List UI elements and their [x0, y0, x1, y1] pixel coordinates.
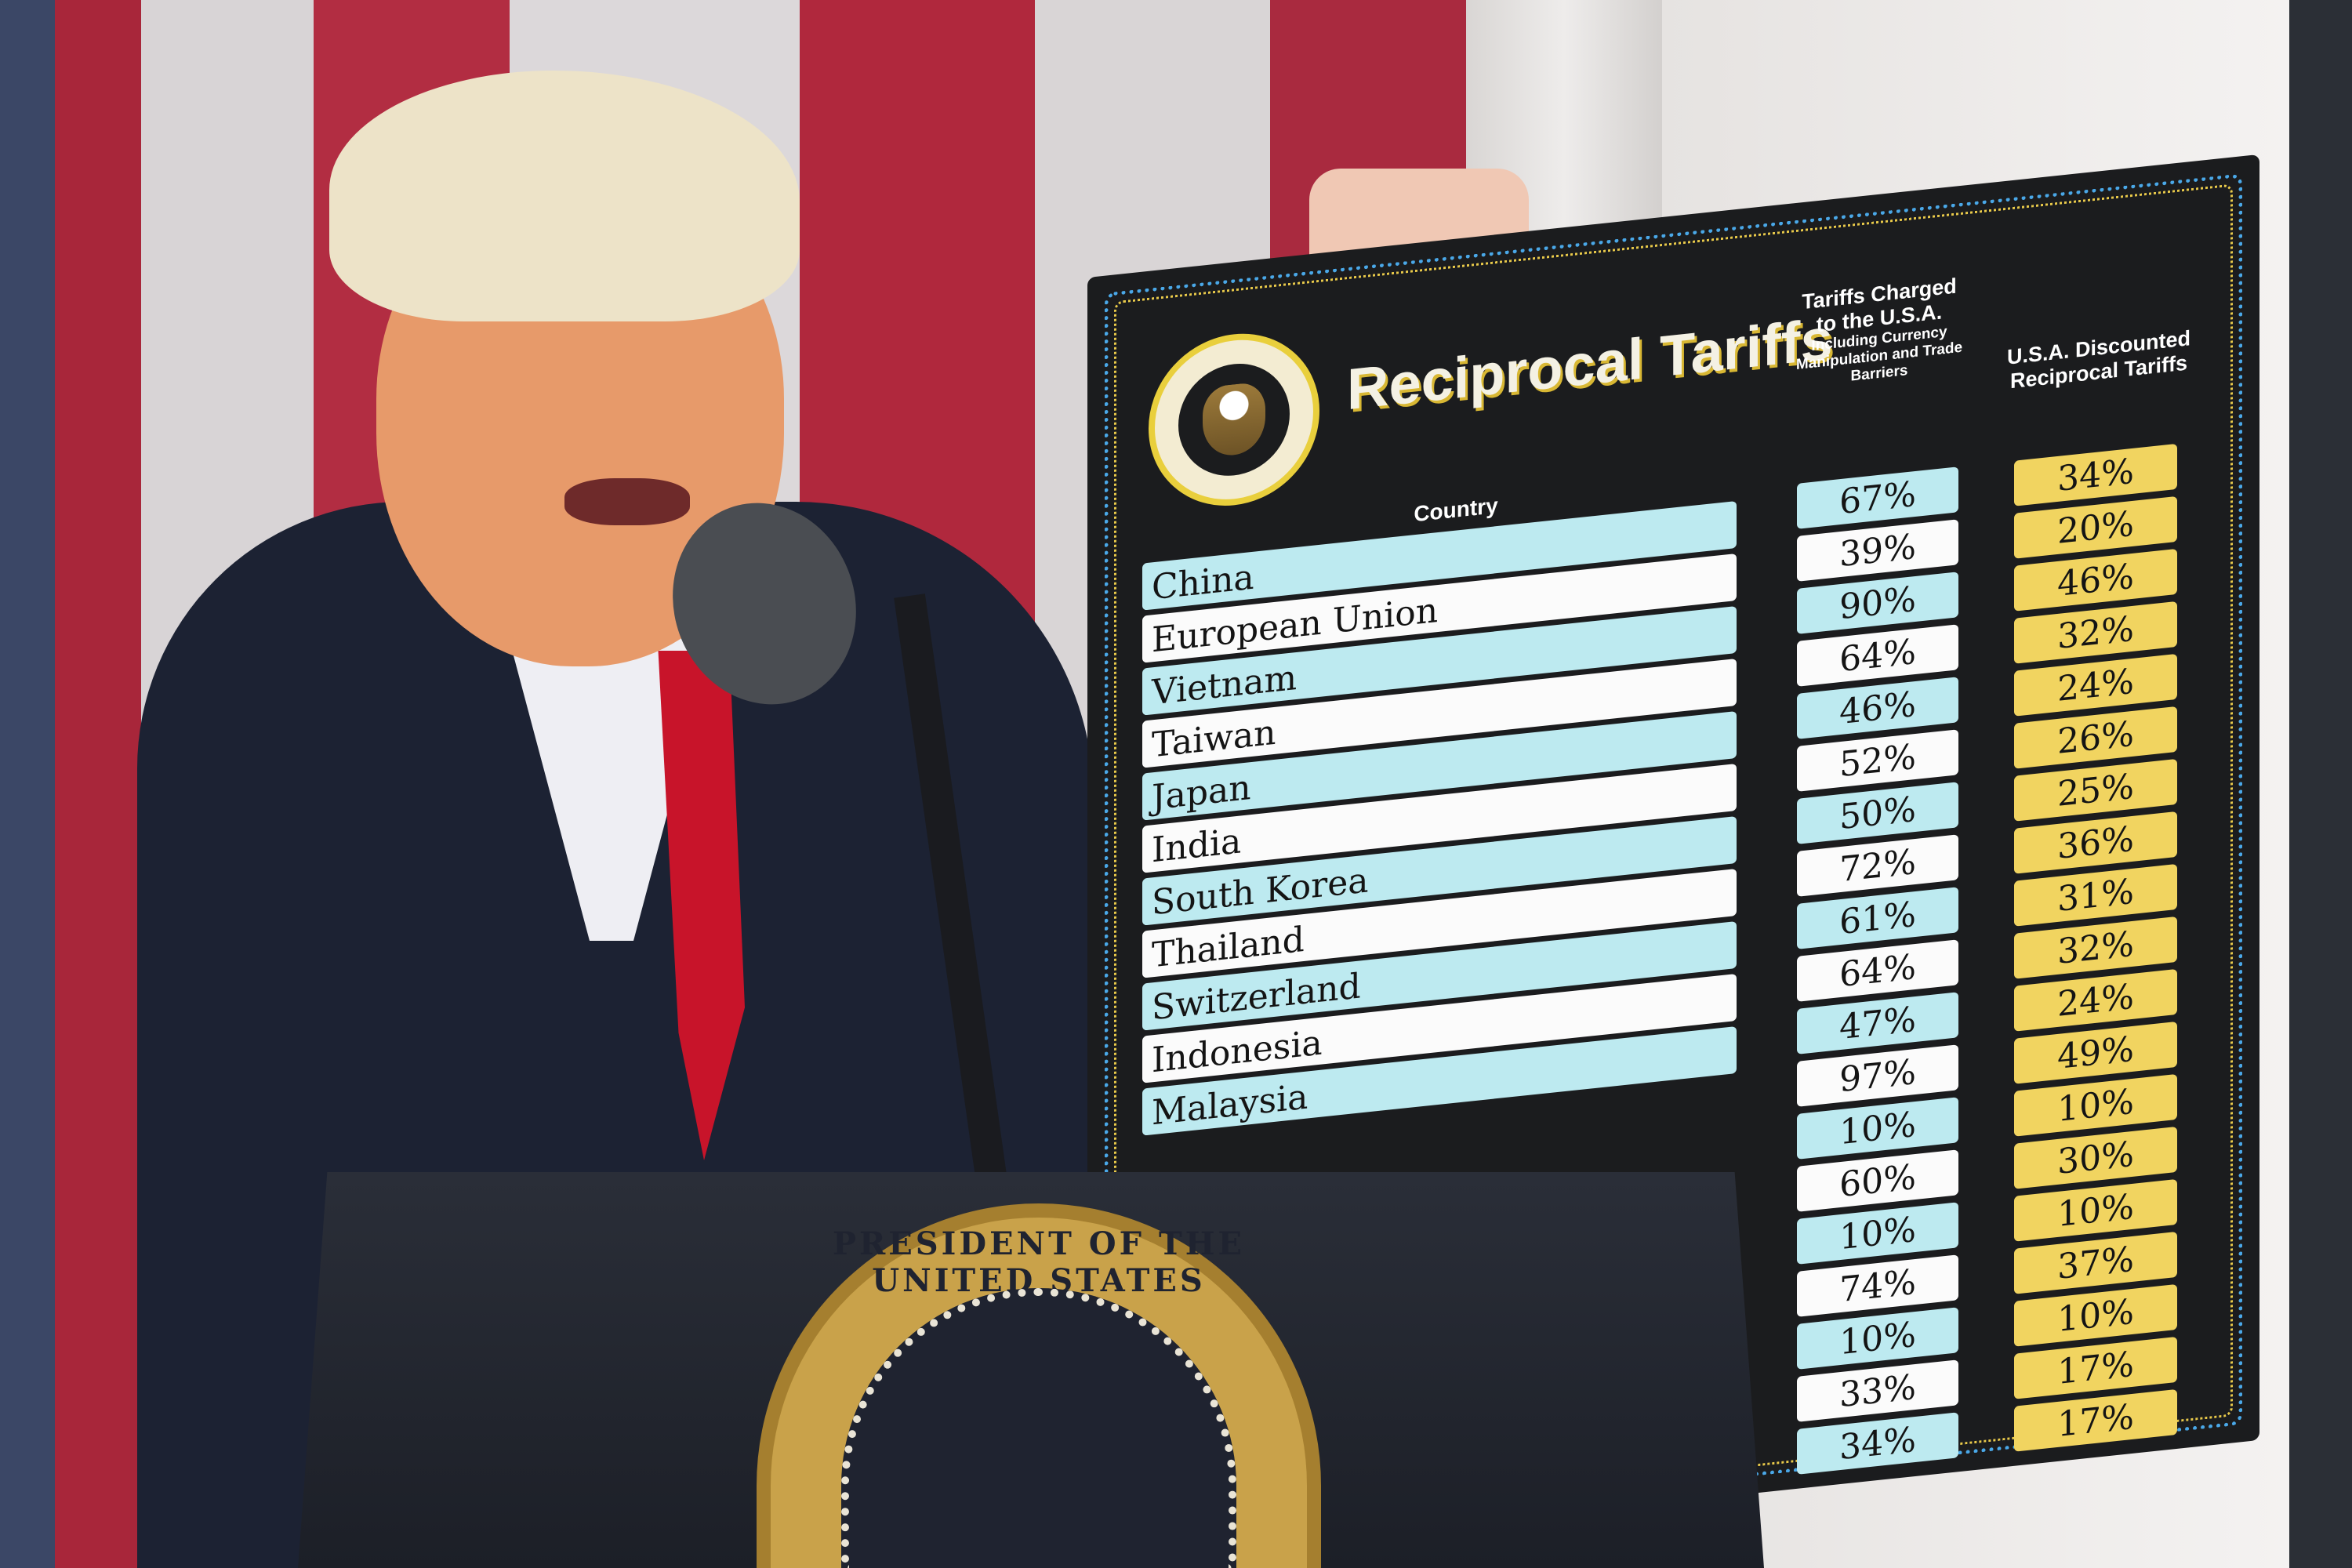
background-edge: [2289, 0, 2352, 1568]
podium-seal: PRESIDENT OF THE UNITED STATES: [757, 1203, 1321, 1568]
eagle-icon: [1203, 381, 1265, 459]
flag-canton: [0, 0, 55, 1568]
flag-stripe: [55, 0, 141, 1568]
podium-seal-text: PRESIDENT OF THE UNITED STATES: [832, 1225, 1246, 1299]
charged-header: Tariffs Charged to the U.S.A. Including C…: [1789, 273, 1969, 392]
hair: [329, 71, 800, 321]
podium: PRESIDENT OF THE UNITED STATES: [298, 1172, 1764, 1568]
mouth: [564, 478, 690, 525]
podium-seal-ring: [841, 1288, 1236, 1568]
